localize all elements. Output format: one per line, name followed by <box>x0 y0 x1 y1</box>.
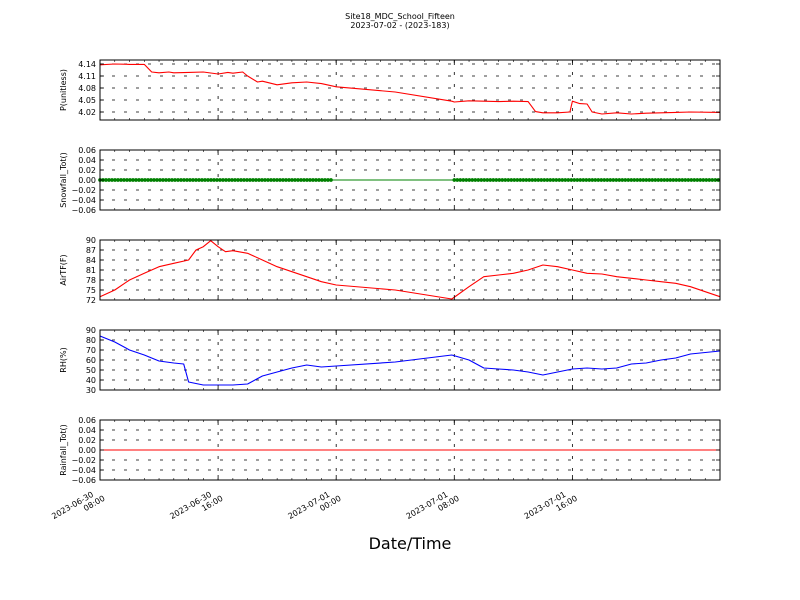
x-tick-label: 2023-07-0116:00 <box>523 486 579 529</box>
y-tick-label: 0.00 <box>78 446 96 455</box>
y-axis-label: Snowfall_Tot() <box>59 152 68 208</box>
y-tick-label: −0.04 <box>71 466 96 475</box>
y-tick-label: −0.04 <box>71 196 96 205</box>
data-point-marker <box>329 178 333 182</box>
y-tick-label: −0.06 <box>71 476 96 485</box>
series-line <box>99 335 721 386</box>
y-tick-label: 50 <box>86 366 96 375</box>
x-tick-label: 2023-07-0108:00 <box>405 486 461 529</box>
y-tick-label: 90 <box>86 236 96 245</box>
y-tick-label: 87 <box>86 246 96 255</box>
y-tick-label: 0.04 <box>78 156 96 165</box>
series-line <box>99 63 721 115</box>
y-tick-label: −0.02 <box>71 456 96 465</box>
y-axis-label: AirTF(F) <box>59 254 68 285</box>
y-axis-label: RH(%) <box>59 347 68 372</box>
y-tick-label: 4.05 <box>78 96 96 105</box>
x-axis-label: Date/Time <box>368 534 452 553</box>
y-tick-label: 0.02 <box>78 436 96 445</box>
y-tick-label: 4.02 <box>78 108 96 117</box>
y-axis-label: P(unitless) <box>59 69 68 111</box>
y-tick-label: 72 <box>86 296 96 305</box>
y-axis-label: Rainfall_Tot() <box>59 424 68 476</box>
y-tick-label: 80 <box>86 336 96 345</box>
panel-frame <box>99 59 721 121</box>
y-tick-label: 0.00 <box>78 176 96 185</box>
y-tick-label: 90 <box>86 326 96 335</box>
x-tick-label: 2023-06-3008:00 <box>50 486 106 529</box>
y-tick-label: 70 <box>86 346 96 355</box>
y-tick-label: 4.11 <box>78 72 96 81</box>
y-tick-label: 60 <box>86 356 96 365</box>
y-tick-label: −0.06 <box>71 206 96 215</box>
y-tick-label: 84 <box>86 256 96 265</box>
chart-title: Site18_MDC_School_Fifteen <box>345 12 455 21</box>
y-tick-label: 0.06 <box>78 146 96 155</box>
x-tick-label: 2023-06-3016:00 <box>168 486 224 529</box>
y-tick-label: 81 <box>86 266 96 275</box>
y-tick-label: 0.04 <box>78 426 96 435</box>
series-line <box>99 240 721 300</box>
y-tick-label: 78 <box>86 276 96 285</box>
y-tick-label: 4.14 <box>78 60 96 69</box>
y-tick-label: 30 <box>86 386 96 395</box>
y-tick-label: 0.02 <box>78 166 96 175</box>
y-tick-label: 75 <box>86 286 96 295</box>
chart-subtitle: 2023-07-02 - (2023-183) <box>350 21 450 30</box>
x-tick-label: 2023-07-0100:00 <box>286 486 342 529</box>
y-tick-label: 4.08 <box>78 84 96 93</box>
panel-frame <box>99 239 721 301</box>
y-tick-label: 0.06 <box>78 416 96 425</box>
y-tick-label: 40 <box>86 376 96 385</box>
y-tick-label: −0.02 <box>71 186 96 195</box>
